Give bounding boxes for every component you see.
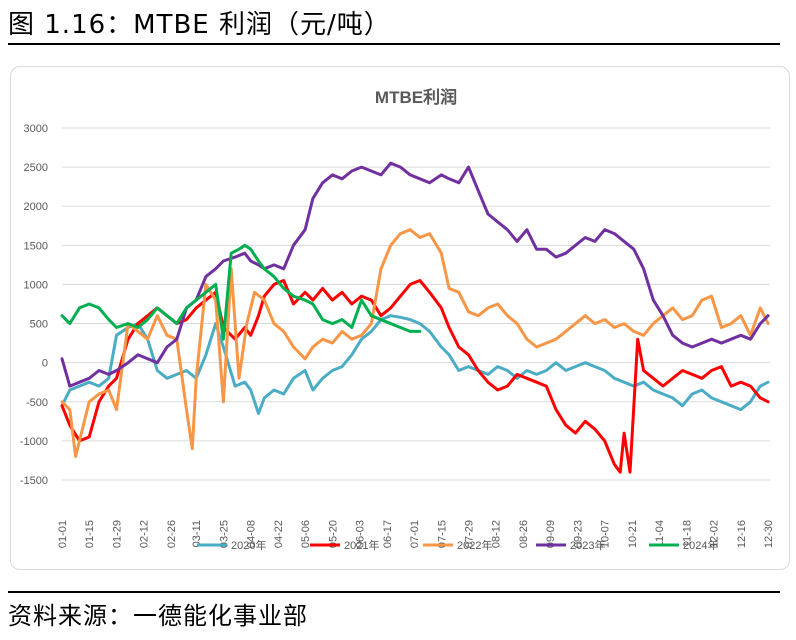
x-tick-label: 05-06 — [300, 520, 312, 548]
x-tick-label: 07-15 — [436, 520, 448, 548]
x-tick-label: 02-12 — [139, 520, 151, 548]
x-tick-label: 02-26 — [166, 520, 178, 548]
x-tick-label: 01-15 — [84, 520, 96, 548]
x-tick-label: 09-23 — [572, 520, 584, 548]
x-tick-label: 04-22 — [273, 520, 285, 548]
series-line-5 — [60, 243, 422, 341]
series-line-3 — [60, 228, 770, 458]
y-tick-label: -1000 — [20, 436, 48, 448]
y-tick-label: 0 — [42, 358, 48, 370]
source-note: 资料来源：一德能化事业部 — [8, 602, 308, 630]
figure-title: 图 1.16：MTBE 利润（元/吨） — [8, 10, 391, 40]
legend-item: 2024年 — [683, 538, 718, 552]
x-tick-label: 08-12 — [491, 520, 503, 548]
x-tick-label: 07-29 — [464, 520, 476, 548]
x-tick-label: 10-07 — [600, 520, 612, 548]
x-tick-label: 03-25 — [218, 520, 230, 548]
x-tick-label: 10-21 — [627, 520, 639, 548]
y-tick-label: 2500 — [24, 162, 48, 174]
x-tick-label: 12-16 — [736, 520, 748, 548]
y-tick-label: 1000 — [24, 279, 48, 291]
x-tick-label: 05-20 — [327, 520, 339, 548]
x-tick-label: 06-17 — [382, 520, 394, 548]
x-tick-label: 11-04 — [654, 520, 666, 547]
chart-frame: MTBE利润 3000 2500 2000 1500 1000 500 0 -500 -1000 -… — [10, 66, 790, 570]
x-tick-label: 06-03 — [355, 520, 367, 548]
x-tick-label: 09-09 — [545, 520, 557, 548]
y-tick-label: -500 — [26, 397, 48, 409]
x-tick-label: 08-26 — [518, 520, 530, 548]
y-tick-label: 500 — [30, 319, 48, 331]
line-chart: MTBE利润 3000 2500 2000 1500 1000 500 0 -500 -1000 -… — [20, 87, 775, 552]
y-tick-label: 2000 — [24, 201, 48, 213]
bottom-rule — [8, 591, 780, 593]
x-tick-label: 03-11 — [191, 520, 203, 547]
legend-item: 2020年 — [231, 538, 266, 552]
legend-item: 2022年 — [457, 538, 492, 552]
y-tick-label: 3000 — [24, 123, 48, 135]
x-tick-label: 12-30 — [763, 520, 775, 548]
chart-title: MTBE利润 — [375, 87, 457, 107]
legend-item: 2023年 — [570, 538, 605, 552]
x-tick-label: 01-01 — [57, 520, 69, 548]
x-tick-label: 01-29 — [111, 520, 123, 548]
series-line-4 — [60, 161, 770, 388]
x-tick-label: 07-01 — [409, 520, 421, 548]
x-tick-label: 04-08 — [246, 520, 258, 548]
x-tick-label: 12-02 — [709, 520, 721, 548]
legend-item: 2021年 — [344, 538, 379, 552]
x-tick-label: 11-18 — [681, 520, 693, 547]
y-tick-label: 1500 — [24, 240, 48, 252]
top-rule — [8, 43, 780, 45]
y-tick-label: -1500 — [20, 475, 48, 487]
